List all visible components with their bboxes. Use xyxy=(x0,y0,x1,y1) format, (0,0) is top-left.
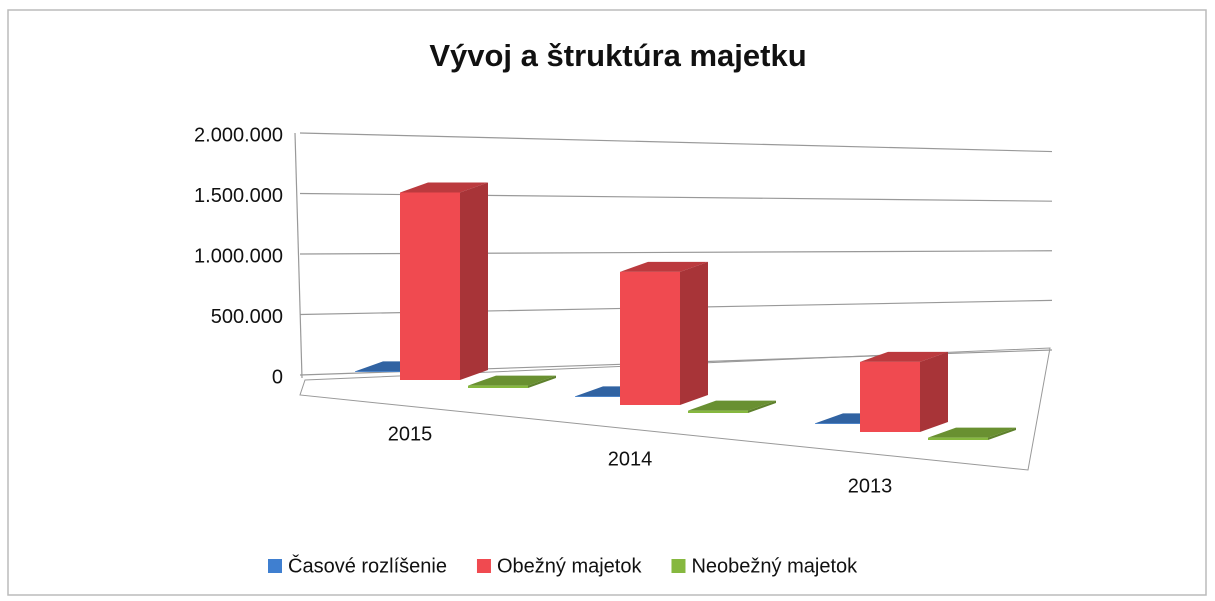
bar-front xyxy=(575,396,620,397)
legend-label: Neobežný majetok xyxy=(691,555,858,577)
chart-title: Vývoj a štruktúra majetku xyxy=(429,38,806,73)
bar-front xyxy=(815,423,860,424)
y-axis xyxy=(294,132,303,379)
bar-side xyxy=(988,427,1016,440)
bar xyxy=(468,375,556,388)
bar-side xyxy=(748,400,776,413)
bar-top xyxy=(860,351,948,362)
y-tick-label: 1.000.000 xyxy=(194,245,283,267)
bar-front xyxy=(355,371,400,372)
bar-side xyxy=(920,351,948,432)
legend-swatch xyxy=(268,559,282,573)
bar-front xyxy=(468,385,528,388)
bar xyxy=(860,351,948,432)
x-tick-label: 2015 xyxy=(388,423,433,445)
bar-front xyxy=(928,437,988,440)
bar-top xyxy=(620,261,708,272)
bar-top xyxy=(468,375,556,386)
x-tick-label: 2014 xyxy=(608,448,653,470)
bar xyxy=(688,400,776,413)
bar-front xyxy=(400,192,460,380)
bar xyxy=(928,427,1016,440)
bar-side xyxy=(680,261,708,405)
legend-swatch xyxy=(476,559,491,573)
chart-frame xyxy=(7,9,1207,596)
bar-side xyxy=(528,375,556,388)
bar-top xyxy=(928,427,1016,438)
legend-label: Obežný majetok xyxy=(497,555,643,577)
grid-line xyxy=(299,132,1053,153)
bar-side xyxy=(460,182,488,380)
y-tick-label: 1.500.000 xyxy=(194,185,283,207)
legend-swatch xyxy=(671,559,686,573)
y-tick-label: 2.000.000 xyxy=(194,124,283,146)
bar xyxy=(400,182,488,380)
y-tick-label: 500.000 xyxy=(211,306,283,328)
bar-top xyxy=(400,182,488,193)
bar-front xyxy=(620,271,680,405)
x-tick-label: 2013 xyxy=(848,475,893,497)
bar xyxy=(620,261,708,405)
legend-label: Časové rozlíšenie xyxy=(288,554,447,577)
bar-front xyxy=(860,361,920,432)
y-tick-label: 0 xyxy=(272,366,283,388)
bar-top xyxy=(688,400,776,411)
bar-front xyxy=(688,410,748,413)
